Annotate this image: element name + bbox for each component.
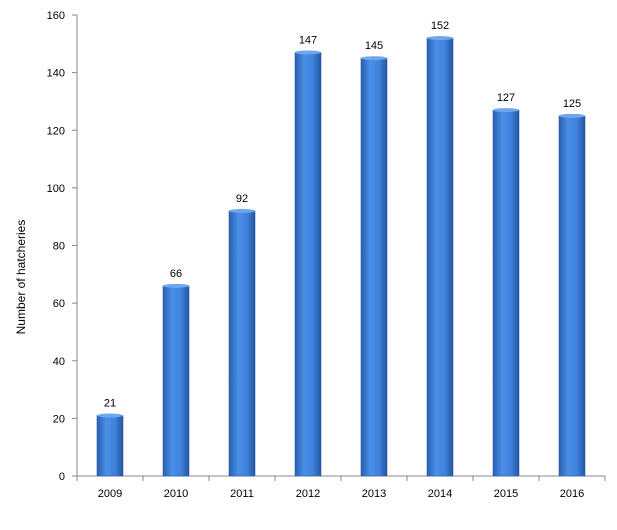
bar-2012 (294, 52, 322, 477)
data-label-2013: 145 (365, 40, 383, 52)
y-axis-title: Number of hatcheries (14, 220, 28, 335)
bar-2013 (360, 57, 388, 477)
bar-2011 (228, 210, 256, 477)
y-tick-label: 80 (53, 241, 65, 253)
bar-cap-2015 (493, 108, 519, 113)
data-label-2016: 125 (563, 98, 581, 110)
bar-2010 (162, 285, 190, 477)
x-tick-label-2009: 2009 (98, 488, 122, 500)
x-tick-label-2014: 2014 (428, 488, 452, 500)
data-label-2014: 152 (431, 20, 449, 32)
bar-cap-2012 (295, 50, 321, 55)
x-tick-label-2012: 2012 (296, 488, 320, 500)
y-tick-label: 60 (53, 298, 65, 310)
bar-2015 (492, 109, 520, 477)
data-label-2011: 92 (236, 193, 248, 205)
y-axis: 0 20 40 60 80 100 120 140 160 (47, 10, 78, 483)
bar-cap-2011 (229, 208, 255, 213)
x-tick-label-2016: 2016 (560, 488, 584, 500)
data-labels: 21 66 92 147 145 152 127 125 (104, 20, 581, 409)
x-tick-label-2010: 2010 (164, 488, 188, 500)
y-tick-label: 20 (53, 413, 65, 425)
y-tick-label: 40 (53, 356, 65, 368)
bar-2016 (558, 115, 586, 477)
data-label-2010: 66 (170, 268, 182, 280)
y-tick-label: 140 (47, 68, 65, 80)
y-tick-label: 120 (47, 125, 65, 137)
y-tick-label: 100 (47, 183, 65, 195)
bar-cap-2009 (97, 413, 123, 418)
bar-2014 (426, 37, 454, 477)
x-tick-label-2015: 2015 (494, 488, 518, 500)
y-tick-label: 0 (59, 471, 65, 483)
data-label-2015: 127 (497, 92, 515, 104)
data-label-2012: 147 (299, 34, 317, 46)
x-tick-label-2011: 2011 (230, 488, 254, 500)
x-axis: 2009 2010 2011 2012 2013 2014 2015 2016 (76, 475, 606, 500)
bar-cap-2013 (361, 56, 387, 61)
bars (96, 36, 586, 477)
data-label-2009: 21 (104, 397, 116, 409)
bar-cap-2014 (427, 36, 453, 41)
bar-2009 (96, 415, 124, 477)
bar-cap-2016 (559, 113, 585, 118)
y-tick-label: 160 (47, 10, 65, 22)
bar-cap-2010 (163, 283, 189, 288)
x-tick-label-2013: 2013 (362, 488, 386, 500)
